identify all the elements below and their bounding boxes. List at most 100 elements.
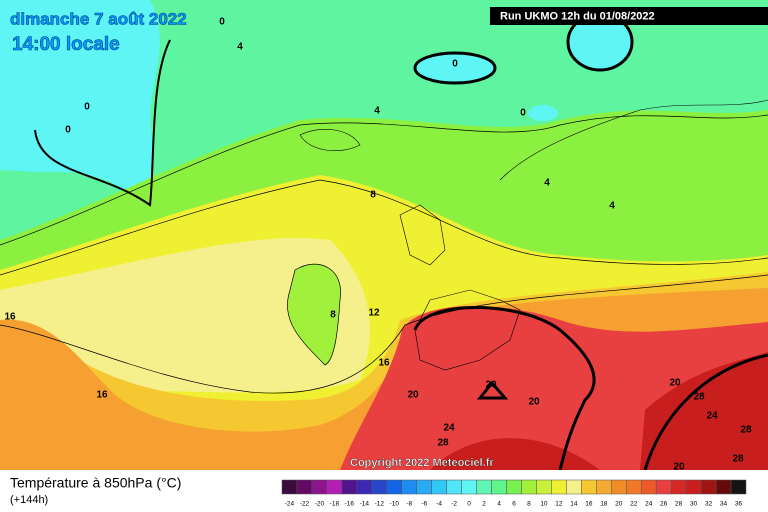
coastlines [299,99,768,371]
run-info: Run UKMO 12h du 01/08/2022 [500,10,655,22]
contour-label: 20 [485,380,497,391]
legend-label: 20 [615,501,623,508]
legend-label: 32 [705,501,713,508]
legend-swatch [685,479,702,495]
legend-swatch [670,479,687,495]
contour-label: 0 [84,102,90,113]
contour-label: 16 [378,358,390,369]
legend-swatch [491,479,507,495]
legend-label: -14 [360,501,370,508]
legend-label: 16 [585,501,593,508]
legend-label: -24 [285,501,295,508]
legend-swatch [281,479,298,495]
legend-swatch [551,479,567,495]
color-legend: -24 -22 -20 -18 -16 -14 -12 -10 -8 -6 -4 -2 0 2 4 6 8 10 1… [281,479,747,508]
contour-label: 4 [544,178,550,189]
contour-label: 28 [732,454,744,465]
legend-swatch [296,479,313,495]
legend-label: -12 [375,501,385,508]
legend-label: 14 [570,501,578,508]
legend-swatch [596,479,612,495]
legend-swatch [431,479,447,495]
legend-swatch [536,479,552,495]
temperature-field [0,0,768,470]
run-box [490,7,768,25]
legend-label: 6 [512,501,516,508]
legend-label: -4 [436,501,442,508]
legend-label: -8 [406,501,412,508]
contour-label: 4 [609,201,615,212]
contour-label: 4 [237,42,243,53]
legend-label: 34 [720,501,728,508]
legend-label: 12 [555,501,563,508]
contour-label: 16 [4,312,16,323]
legend-swatch [626,479,642,495]
footer-title: Température à 850hPa (°C) [10,475,181,491]
legend-label: 8 [527,501,531,508]
legend-label: 36 [735,501,743,508]
contour-lines [0,12,768,471]
legend-swatch [655,479,672,495]
legend-swatch [640,479,657,495]
legend-label: -10 [390,501,400,508]
legend-swatch [356,479,373,495]
legend-swatch [386,479,402,495]
legend-swatch [715,479,732,495]
legend-label: 22 [630,501,638,508]
legend-label: 30 [690,501,698,508]
contour-label: 4 [374,106,380,117]
legend-swatch [461,479,477,495]
contour-label: 8 [330,310,336,321]
legend-swatch [521,479,537,495]
legend-swatch [476,479,492,495]
contour-label: 20 [528,397,540,408]
contour-label: 0 [452,59,458,70]
contour-label: 0 [219,17,225,28]
legend-label: 28 [675,501,683,508]
legend-swatch [730,479,747,495]
contour-label: 20 [407,390,419,401]
legend-label: -22 [300,501,310,508]
legend-label: 4 [497,501,501,508]
legend-label: -16 [345,501,355,508]
legend-label: 2 [482,501,486,508]
contour-label: 20 [673,462,685,473]
legend-label: 26 [660,501,668,508]
copyright: Copyright 2022 Meteociel.fr [350,457,494,469]
legend-swatch [700,479,717,495]
contour-label: 28 [740,425,752,436]
time-title: 14:00 locale [12,34,120,55]
contour-label: 24 [706,411,718,422]
legend-swatch [326,479,343,495]
legend-swatch [416,479,432,495]
contour-label: 12 [368,308,380,319]
contour-label: 8 [370,190,376,201]
legend-swatch [566,479,582,495]
contour-label: 24 [443,423,455,434]
legend-swatch [401,479,417,495]
contour-label: 28 [693,392,705,403]
legend-label: 24 [645,501,653,508]
contour-label: 0 [520,108,526,119]
legend-label: -6 [421,501,427,508]
legend-label: 10 [540,501,548,508]
legend-label: -2 [451,501,457,508]
legend-swatch [311,479,328,495]
contour-label: 0 [65,125,71,136]
contour-label: 20 [669,378,681,389]
legend-swatch [506,479,522,495]
date-title: dimanche 7 août 2022 [10,9,187,28]
legend-label: -20 [315,501,325,508]
contour-label: 28 [437,438,449,449]
legend-swatch [581,479,597,495]
legend-swatch [446,479,462,495]
legend-label: 18 [600,501,608,508]
legend-swatch [611,479,627,495]
contour-label: 16 [96,390,108,401]
legend-label: 0 [467,501,471,508]
legend-label: -18 [330,501,340,508]
lead-time: (+144h) [10,494,48,506]
legend-swatch [371,479,388,495]
